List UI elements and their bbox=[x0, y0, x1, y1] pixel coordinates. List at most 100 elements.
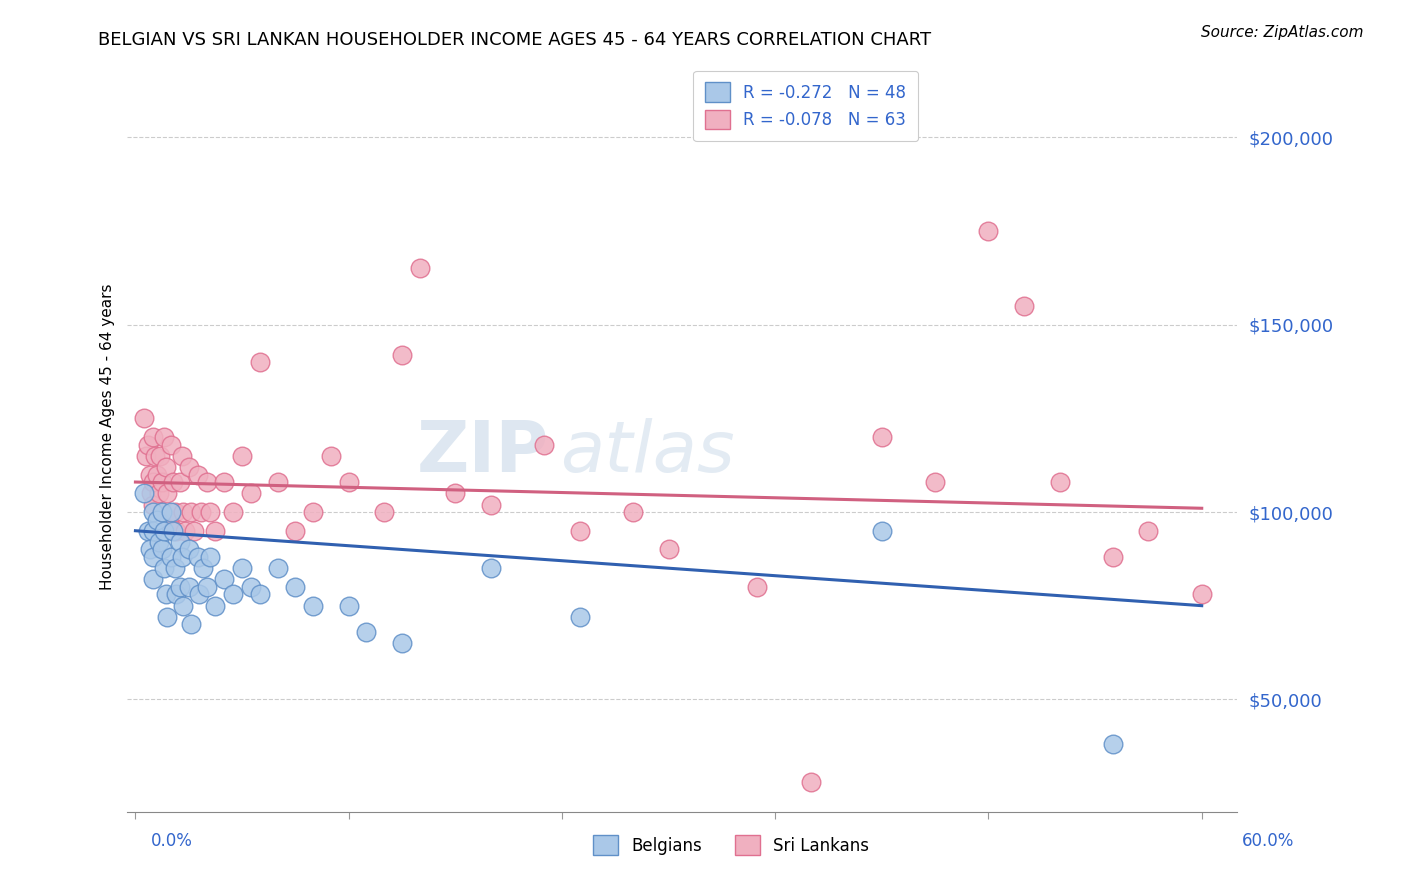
Point bbox=[153, 430, 176, 444]
Point bbox=[621, 505, 644, 519]
Point bbox=[156, 610, 179, 624]
Point bbox=[187, 549, 209, 564]
Point bbox=[142, 549, 165, 564]
Point bbox=[266, 475, 288, 489]
Point bbox=[150, 475, 173, 489]
Point bbox=[409, 261, 432, 276]
Point bbox=[198, 505, 221, 519]
Point bbox=[198, 549, 221, 564]
Point bbox=[533, 437, 555, 451]
Point bbox=[169, 580, 191, 594]
Point bbox=[142, 430, 165, 444]
Point bbox=[163, 505, 186, 519]
Point bbox=[148, 535, 170, 549]
Point bbox=[266, 561, 288, 575]
Point bbox=[142, 573, 165, 587]
Point bbox=[214, 475, 236, 489]
Point bbox=[479, 561, 502, 575]
Point bbox=[160, 505, 183, 519]
Point bbox=[134, 486, 156, 500]
Point bbox=[568, 524, 591, 538]
Point bbox=[800, 774, 823, 789]
Point bbox=[195, 475, 218, 489]
Point bbox=[136, 524, 159, 538]
Point bbox=[239, 580, 262, 594]
Point bbox=[204, 524, 226, 538]
Point bbox=[568, 610, 591, 624]
Point bbox=[142, 498, 165, 512]
Text: BELGIAN VS SRI LANKAN HOUSEHOLDER INCOME AGES 45 - 64 YEARS CORRELATION CHART: BELGIAN VS SRI LANKAN HOUSEHOLDER INCOME… bbox=[98, 31, 932, 49]
Text: ZIP: ZIP bbox=[416, 417, 548, 486]
Text: 0.0%: 0.0% bbox=[150, 831, 193, 849]
Text: 60.0%: 60.0% bbox=[1241, 831, 1294, 849]
Point bbox=[162, 524, 184, 538]
Y-axis label: Householder Income Ages 45 - 64 years: Householder Income Ages 45 - 64 years bbox=[100, 284, 115, 591]
Point bbox=[337, 599, 360, 613]
Point bbox=[150, 505, 173, 519]
Point bbox=[190, 505, 212, 519]
Point bbox=[391, 636, 413, 650]
Point bbox=[188, 587, 211, 601]
Point bbox=[249, 587, 271, 601]
Point bbox=[149, 449, 172, 463]
Point bbox=[924, 475, 946, 489]
Point bbox=[172, 505, 194, 519]
Point bbox=[145, 512, 167, 526]
Point bbox=[444, 486, 467, 500]
Point bbox=[284, 580, 307, 594]
Point bbox=[157, 512, 180, 526]
Point bbox=[747, 580, 769, 594]
Point bbox=[1102, 549, 1125, 564]
Point bbox=[134, 411, 156, 425]
Point bbox=[165, 524, 187, 538]
Point bbox=[302, 599, 325, 613]
Legend: R = -0.272   N = 48, R = -0.078   N = 63: R = -0.272 N = 48, R = -0.078 N = 63 bbox=[693, 70, 918, 141]
Point bbox=[169, 535, 191, 549]
Point bbox=[138, 542, 160, 557]
Point bbox=[174, 524, 197, 538]
Point bbox=[356, 624, 378, 639]
Point bbox=[177, 580, 200, 594]
Point bbox=[1012, 299, 1035, 313]
Point bbox=[373, 505, 395, 519]
Point bbox=[160, 437, 183, 451]
Point bbox=[165, 587, 187, 601]
Point bbox=[162, 475, 184, 489]
Point bbox=[249, 355, 271, 369]
Point bbox=[160, 549, 183, 564]
Point bbox=[153, 524, 176, 538]
Point bbox=[319, 449, 342, 463]
Point bbox=[148, 486, 170, 500]
Point bbox=[204, 599, 226, 613]
Point bbox=[177, 542, 200, 557]
Point bbox=[222, 505, 245, 519]
Point bbox=[180, 505, 202, 519]
Point bbox=[150, 542, 173, 557]
Point bbox=[195, 580, 218, 594]
Text: Source: ZipAtlas.com: Source: ZipAtlas.com bbox=[1201, 25, 1364, 40]
Point bbox=[183, 524, 205, 538]
Point bbox=[150, 505, 173, 519]
Point bbox=[479, 498, 502, 512]
Point bbox=[1137, 524, 1160, 538]
Point bbox=[163, 561, 186, 575]
Point bbox=[142, 524, 165, 538]
Point bbox=[1049, 475, 1071, 489]
Point bbox=[170, 549, 193, 564]
Point bbox=[1191, 587, 1213, 601]
Point bbox=[231, 561, 253, 575]
Point bbox=[187, 467, 209, 482]
Point bbox=[977, 224, 1000, 238]
Point bbox=[870, 524, 893, 538]
Point bbox=[142, 505, 165, 519]
Point bbox=[170, 449, 193, 463]
Point bbox=[142, 475, 165, 489]
Text: atlas: atlas bbox=[560, 417, 734, 486]
Point bbox=[391, 348, 413, 362]
Point bbox=[138, 467, 160, 482]
Point bbox=[156, 486, 179, 500]
Point bbox=[222, 587, 245, 601]
Point bbox=[284, 524, 307, 538]
Point bbox=[231, 449, 253, 463]
Point bbox=[143, 449, 166, 463]
